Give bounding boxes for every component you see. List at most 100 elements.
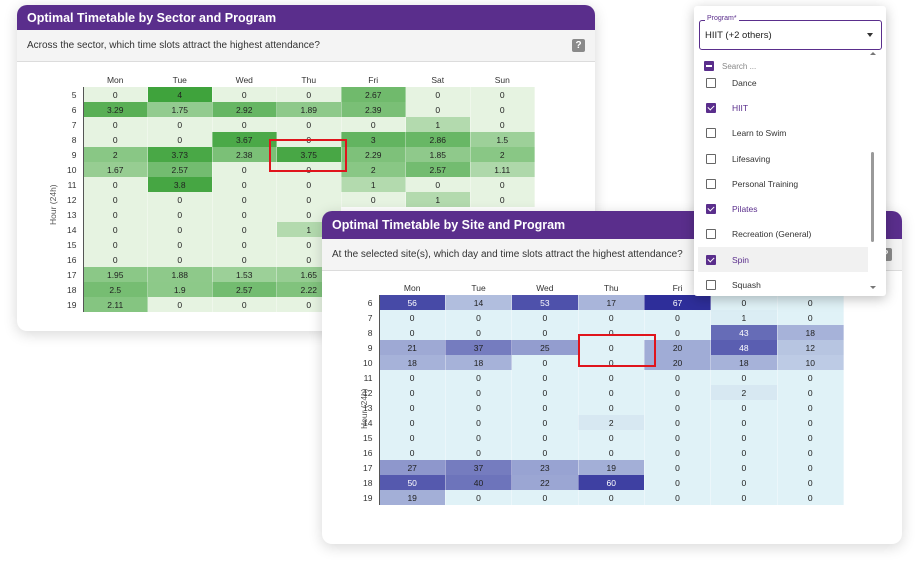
- heatmap-cell[interactable]: 2.11: [83, 297, 148, 312]
- checkbox-empty-icon[interactable]: [706, 229, 716, 240]
- program-select[interactable]: HIIT (+2 others): [699, 20, 882, 50]
- heatmap-cell[interactable]: 0: [83, 222, 148, 237]
- heatmap-cell[interactable]: 2.39: [341, 102, 406, 117]
- heatmap-cell[interactable]: 19: [578, 460, 645, 475]
- heatmap-cell[interactable]: 0: [341, 192, 406, 207]
- heatmap-cell[interactable]: 0: [644, 400, 712, 415]
- heatmap-cell[interactable]: 0: [777, 475, 845, 490]
- heatmap-cell[interactable]: 0: [405, 177, 471, 192]
- heatmap-cell[interactable]: 2.67: [341, 87, 406, 102]
- heatmap-cell[interactable]: 2.86: [405, 132, 471, 147]
- heatmap-cell[interactable]: 0: [379, 415, 446, 430]
- heatmap-cell[interactable]: 0: [83, 87, 148, 102]
- heatmap-cell[interactable]: 20: [644, 340, 712, 355]
- heatmap-cell[interactable]: 0: [341, 117, 406, 132]
- heatmap-cell[interactable]: 0: [578, 370, 645, 385]
- heatmap-cell[interactable]: 22: [511, 475, 579, 490]
- heatmap-cell[interactable]: 3: [341, 132, 406, 147]
- heatmap-cell[interactable]: 0: [379, 400, 446, 415]
- heatmap-cell[interactable]: 18: [445, 355, 513, 370]
- heatmap-cell[interactable]: 2.5: [83, 282, 148, 297]
- heatmap-cell[interactable]: 0: [212, 87, 277, 102]
- heatmap-cell[interactable]: 0: [405, 87, 471, 102]
- heatmap-cell[interactable]: 2: [83, 147, 148, 162]
- heatmap-cell[interactable]: 0: [644, 490, 712, 505]
- heatmap-cell[interactable]: 0: [644, 430, 712, 445]
- heatmap-cell[interactable]: 0: [276, 162, 342, 177]
- heatmap-cell[interactable]: 0: [445, 310, 513, 325]
- heatmap-cell[interactable]: 0: [511, 415, 579, 430]
- heatmap-cell[interactable]: 12: [777, 340, 845, 355]
- heatmap-cell[interactable]: 60: [578, 475, 645, 490]
- heatmap-cell[interactable]: 53: [511, 295, 579, 310]
- heatmap-cell[interactable]: 0: [710, 490, 778, 505]
- heatmap-cell[interactable]: 3.67: [212, 132, 277, 147]
- heatmap-cell[interactable]: 2.57: [405, 162, 471, 177]
- heatmap-cell[interactable]: 0: [83, 132, 148, 147]
- heatmap-cell[interactable]: 0: [379, 430, 446, 445]
- heatmap-cell[interactable]: 0: [644, 385, 712, 400]
- heatmap-cell[interactable]: 23: [511, 460, 579, 475]
- heatmap-cell[interactable]: 0: [379, 370, 446, 385]
- heatmap-cell[interactable]: 0: [710, 370, 778, 385]
- heatmap-cell[interactable]: 0: [212, 207, 277, 222]
- heatmap-cell[interactable]: 1.89: [276, 102, 342, 117]
- heatmap-cell[interactable]: 0: [379, 325, 446, 340]
- heatmap-cell[interactable]: 1.95: [83, 267, 148, 282]
- select-all-minus-icon[interactable]: [704, 61, 714, 71]
- heatmap-cell[interactable]: 2.57: [212, 282, 277, 297]
- heatmap-cell[interactable]: 2.92: [212, 102, 277, 117]
- heatmap-cell[interactable]: 1.11: [470, 162, 535, 177]
- heatmap-cell[interactable]: 0: [578, 325, 645, 340]
- heatmap-cell[interactable]: 0: [276, 177, 342, 192]
- program-option[interactable]: Recreation (General): [698, 222, 868, 247]
- heatmap-cell[interactable]: 0: [511, 430, 579, 445]
- heatmap-cell[interactable]: 21: [379, 340, 446, 355]
- scroll-up-icon[interactable]: [870, 52, 876, 55]
- heatmap-cell[interactable]: 0: [644, 460, 712, 475]
- heatmap-cell[interactable]: 0: [777, 370, 845, 385]
- program-option[interactable]: Squash: [698, 272, 868, 296]
- program-option[interactable]: HIIT: [698, 95, 868, 120]
- heatmap-cell[interactable]: 0: [379, 385, 446, 400]
- heatmap-cell[interactable]: 0: [578, 340, 645, 355]
- heatmap-cell[interactable]: 0: [578, 445, 645, 460]
- heatmap-cell[interactable]: 0: [470, 87, 535, 102]
- checkbox-empty-icon[interactable]: [706, 77, 716, 88]
- heatmap-cell[interactable]: 43: [710, 325, 778, 340]
- scrollbar-thumb[interactable]: [871, 152, 874, 242]
- heatmap-cell[interactable]: 1.85: [405, 147, 471, 162]
- heatmap-cell[interactable]: 0: [445, 370, 513, 385]
- heatmap-cell[interactable]: 0: [147, 237, 213, 252]
- heatmap-cell[interactable]: 0: [445, 400, 513, 415]
- heatmap-cell[interactable]: 0: [777, 295, 845, 310]
- heatmap-cell[interactable]: 2: [341, 162, 406, 177]
- heatmap-cell[interactable]: 27: [379, 460, 446, 475]
- heatmap-cell[interactable]: 0: [710, 475, 778, 490]
- heatmap-cell[interactable]: 0: [578, 490, 645, 505]
- heatmap-cell[interactable]: 19: [379, 490, 446, 505]
- heatmap-cell[interactable]: 17: [578, 295, 645, 310]
- heatmap-cell[interactable]: 0: [578, 310, 645, 325]
- heatmap-cell[interactable]: 2: [470, 147, 535, 162]
- heatmap-cell[interactable]: 0: [777, 415, 845, 430]
- heatmap-cell[interactable]: 0: [147, 297, 213, 312]
- heatmap-cell[interactable]: 0: [212, 162, 277, 177]
- heatmap-cell[interactable]: 0: [147, 117, 213, 132]
- heatmap-cell[interactable]: 0: [511, 310, 579, 325]
- heatmap-cell[interactable]: 0: [83, 177, 148, 192]
- checkbox-empty-icon[interactable]: [706, 280, 716, 291]
- heatmap-cell[interactable]: 0: [276, 87, 342, 102]
- heatmap-cell[interactable]: 1: [405, 117, 471, 132]
- heatmap-cell[interactable]: 1.53: [212, 267, 277, 282]
- heatmap-cell[interactable]: 0: [511, 370, 579, 385]
- heatmap-cell[interactable]: 0: [445, 430, 513, 445]
- checkbox-checked-icon[interactable]: [706, 204, 716, 215]
- heatmap-cell[interactable]: 0: [644, 475, 712, 490]
- heatmap-cell[interactable]: 14: [445, 295, 513, 310]
- heatmap-cell[interactable]: 0: [470, 177, 535, 192]
- heatmap-cell[interactable]: 1.88: [147, 267, 213, 282]
- heatmap-cell[interactable]: 56: [379, 295, 446, 310]
- checkbox-empty-icon[interactable]: [706, 178, 716, 189]
- program-option[interactable]: Dance: [698, 70, 868, 95]
